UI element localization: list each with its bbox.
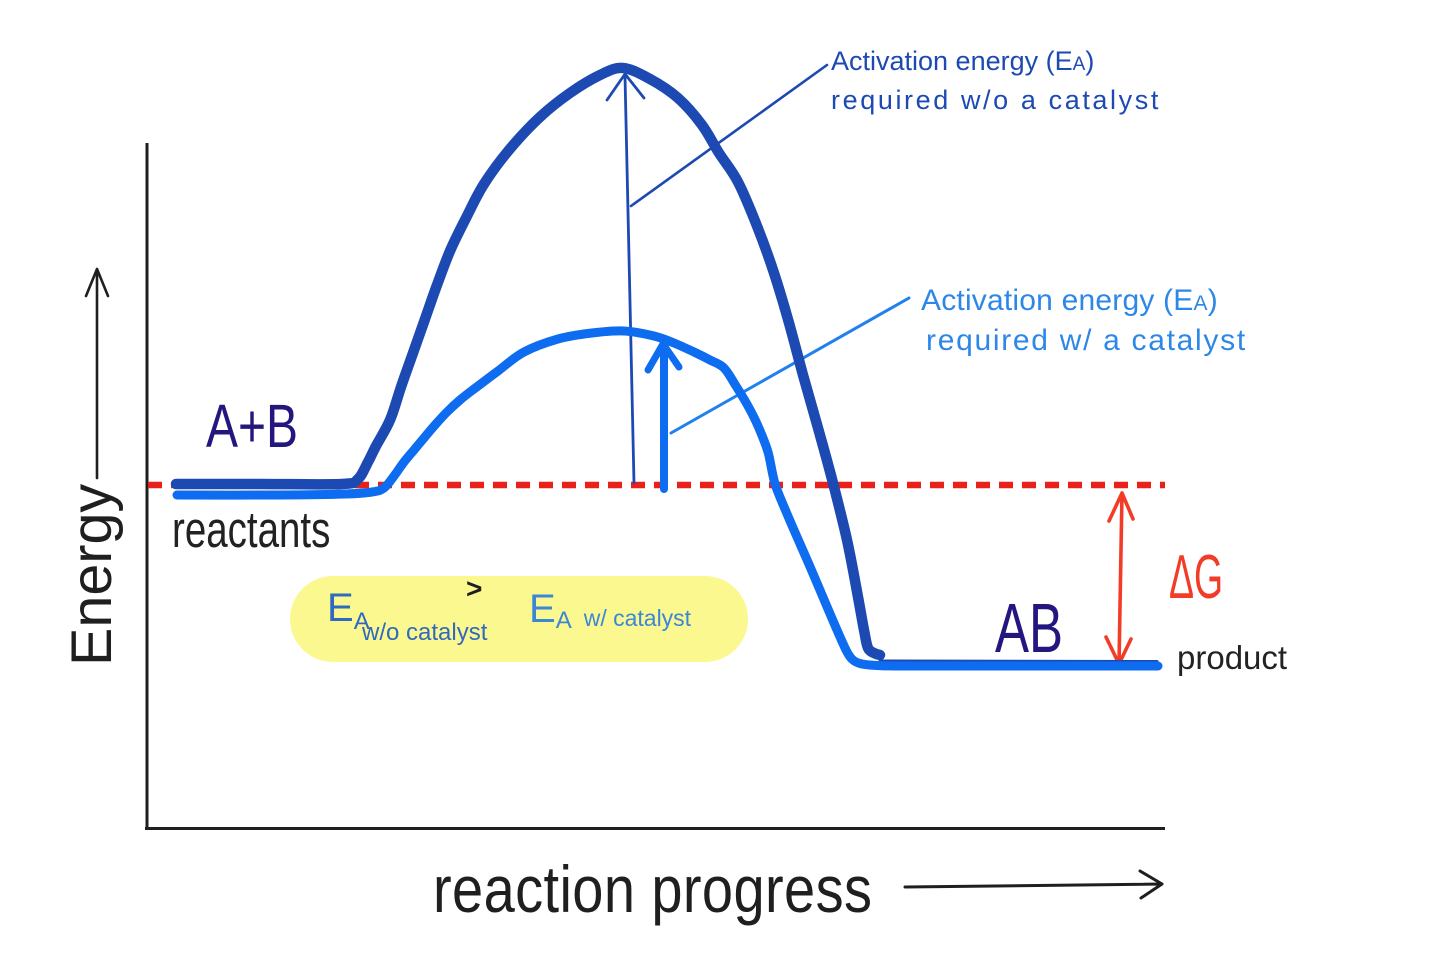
svg-text:Energy: Energy xyxy=(60,484,124,666)
svg-text:reactants: reactants xyxy=(172,501,330,558)
svg-text:ΔG: ΔG xyxy=(1169,541,1223,611)
svg-text:AB: AB xyxy=(995,589,1063,666)
svg-text:product: product xyxy=(1177,639,1287,676)
svg-text:Activation energy (EA): Activation energy (EA) xyxy=(831,46,1094,76)
svg-text:required w/ a catalyst: required w/ a catalyst xyxy=(926,324,1247,357)
svg-text:Activation energy (EA): Activation energy (EA) xyxy=(921,284,1218,317)
svg-text:A+B: A+B xyxy=(206,391,298,460)
svg-text:required w/o a catalyst: required w/o a catalyst xyxy=(831,85,1161,115)
svg-text:EAw/ catalyst: EA w/ catalyst xyxy=(529,587,692,634)
svg-text:>: > xyxy=(466,573,482,604)
svg-text:reaction progress: reaction progress xyxy=(433,853,872,926)
svg-text:w/o catalyst: w/o catalyst xyxy=(361,619,488,646)
